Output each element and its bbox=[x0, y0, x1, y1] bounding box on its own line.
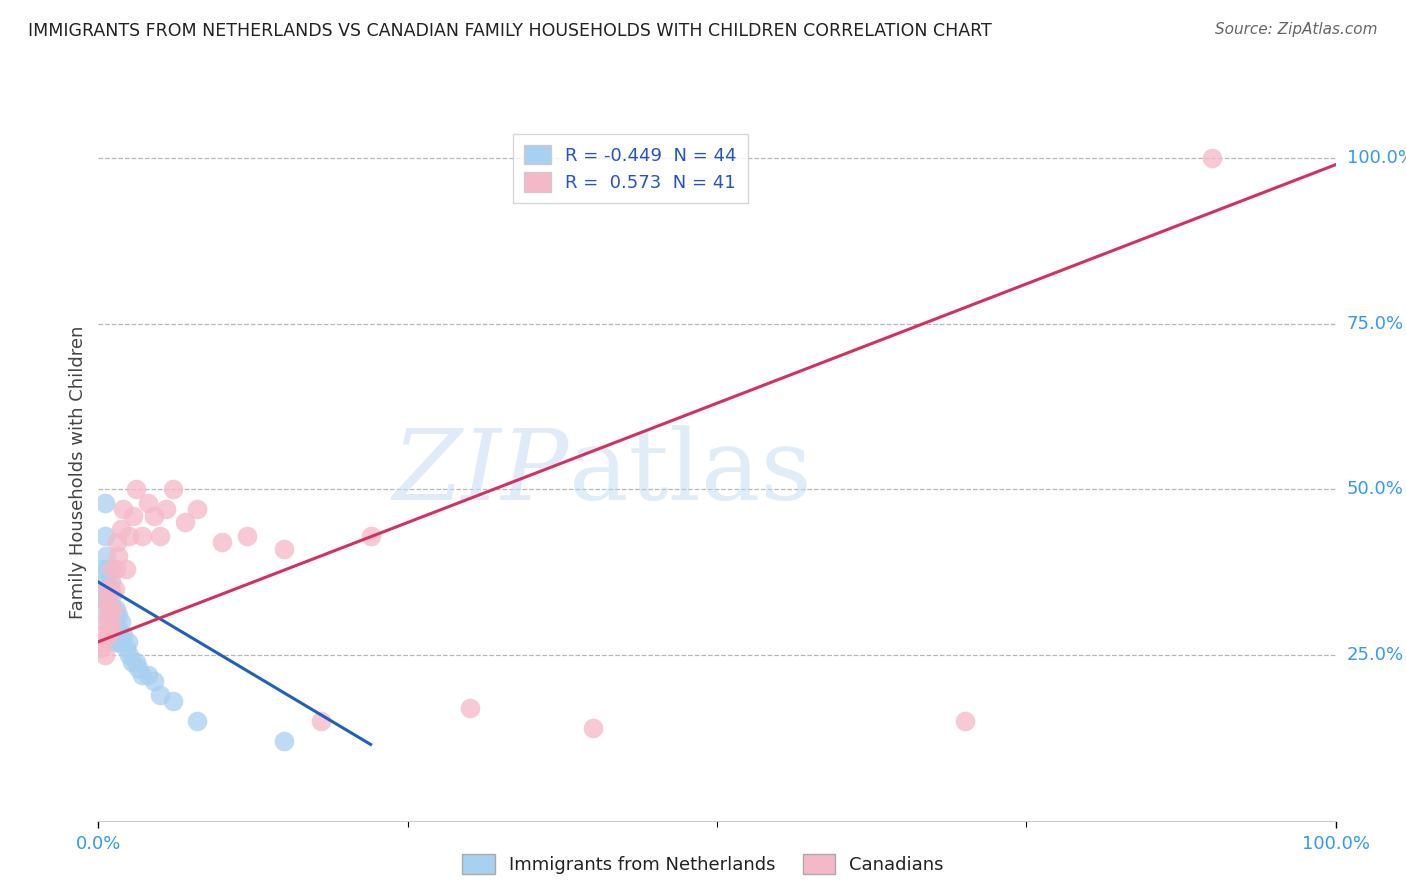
Point bbox=[91, 582, 114, 596]
Point bbox=[103, 634, 125, 648]
Point bbox=[93, 529, 115, 543]
Point bbox=[149, 688, 172, 702]
Point bbox=[114, 641, 136, 656]
Point bbox=[107, 549, 129, 563]
Point bbox=[582, 721, 605, 735]
Point bbox=[100, 601, 122, 615]
Point bbox=[273, 541, 295, 556]
Point bbox=[162, 483, 184, 497]
Point bbox=[124, 483, 146, 497]
Point bbox=[155, 502, 177, 516]
Point bbox=[103, 601, 125, 615]
Point bbox=[110, 634, 132, 648]
Point bbox=[122, 508, 145, 523]
Point bbox=[110, 522, 132, 536]
Point bbox=[149, 529, 172, 543]
Point bbox=[100, 575, 122, 590]
Point bbox=[103, 601, 125, 615]
Point bbox=[273, 734, 295, 748]
Point bbox=[112, 502, 135, 516]
Point bbox=[105, 535, 128, 549]
Legend: Immigrants from Netherlands, Canadians: Immigrants from Netherlands, Canadians bbox=[453, 845, 953, 883]
Point bbox=[136, 668, 159, 682]
Point bbox=[103, 615, 125, 629]
Point bbox=[97, 601, 120, 615]
Point bbox=[121, 655, 143, 669]
Point bbox=[162, 694, 184, 708]
Point bbox=[117, 634, 139, 648]
Point bbox=[136, 495, 159, 509]
Point bbox=[101, 588, 124, 602]
Point bbox=[110, 615, 132, 629]
Text: 25.0%: 25.0% bbox=[1347, 646, 1405, 664]
Point bbox=[112, 628, 135, 642]
Point bbox=[100, 582, 122, 596]
Point bbox=[103, 628, 125, 642]
Point bbox=[236, 529, 259, 543]
Point bbox=[118, 648, 141, 662]
Point bbox=[93, 562, 115, 576]
Point bbox=[94, 575, 117, 590]
Point bbox=[360, 529, 382, 543]
Point bbox=[98, 622, 121, 636]
Point bbox=[104, 628, 127, 642]
Point bbox=[93, 648, 115, 662]
Point bbox=[458, 701, 481, 715]
Text: atlas: atlas bbox=[568, 425, 811, 521]
Text: 50.0%: 50.0% bbox=[1347, 480, 1403, 499]
Point bbox=[90, 601, 112, 615]
Point bbox=[97, 628, 120, 642]
Legend: R = -0.449  N = 44, R =  0.573  N = 41: R = -0.449 N = 44, R = 0.573 N = 41 bbox=[513, 134, 748, 202]
Point bbox=[97, 615, 120, 629]
Point bbox=[186, 502, 208, 516]
Point bbox=[104, 562, 127, 576]
Point bbox=[108, 628, 131, 642]
Point bbox=[309, 714, 332, 729]
Text: Source: ZipAtlas.com: Source: ZipAtlas.com bbox=[1215, 22, 1378, 37]
Point bbox=[101, 562, 124, 576]
Point bbox=[107, 622, 129, 636]
Point bbox=[953, 714, 976, 729]
Point bbox=[186, 714, 208, 729]
Point bbox=[131, 668, 153, 682]
Point bbox=[131, 529, 153, 543]
Point bbox=[105, 634, 128, 648]
Point bbox=[94, 595, 117, 609]
Point bbox=[101, 615, 124, 629]
Point bbox=[94, 549, 117, 563]
Point bbox=[127, 661, 149, 675]
Point bbox=[93, 628, 115, 642]
Point bbox=[98, 582, 121, 596]
Point bbox=[174, 516, 197, 530]
Point bbox=[93, 615, 115, 629]
Text: IMMIGRANTS FROM NETHERLANDS VS CANADIAN FAMILY HOUSEHOLDS WITH CHILDREN CORRELAT: IMMIGRANTS FROM NETHERLANDS VS CANADIAN … bbox=[28, 22, 991, 40]
Point bbox=[118, 529, 141, 543]
Point bbox=[100, 622, 122, 636]
Point bbox=[114, 562, 136, 576]
Point bbox=[91, 634, 114, 648]
Point bbox=[98, 608, 121, 623]
Text: 75.0%: 75.0% bbox=[1347, 315, 1405, 333]
Point bbox=[104, 601, 127, 615]
Point bbox=[96, 588, 118, 602]
Point bbox=[90, 641, 112, 656]
Y-axis label: Family Households with Children: Family Households with Children bbox=[69, 326, 87, 619]
Point bbox=[211, 535, 233, 549]
Point bbox=[96, 582, 118, 596]
Point bbox=[100, 615, 122, 629]
Text: 100.0%: 100.0% bbox=[1347, 149, 1406, 167]
Point bbox=[124, 655, 146, 669]
Point bbox=[107, 608, 129, 623]
Point bbox=[96, 562, 118, 576]
Point bbox=[97, 595, 120, 609]
Point bbox=[93, 495, 115, 509]
Point bbox=[143, 508, 166, 523]
Point bbox=[143, 674, 166, 689]
Text: ZIP: ZIP bbox=[392, 425, 568, 520]
Point bbox=[103, 582, 125, 596]
Point bbox=[1201, 151, 1223, 165]
